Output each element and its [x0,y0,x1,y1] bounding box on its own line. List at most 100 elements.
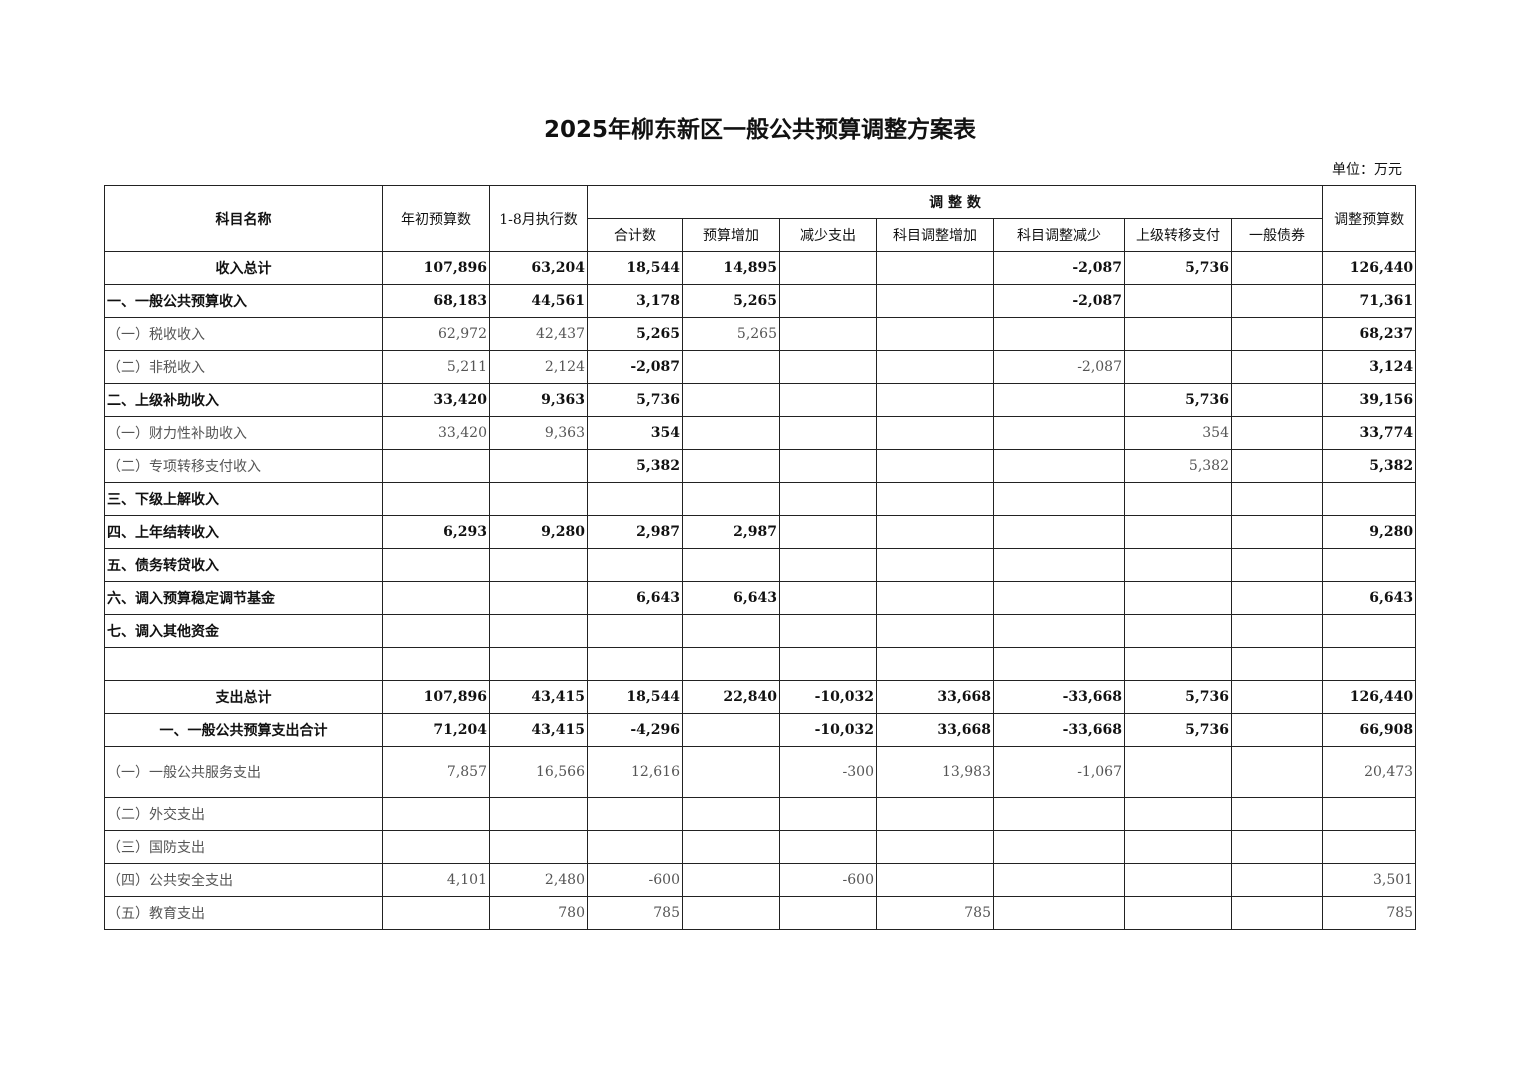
cell-value: 354 [1124,416,1232,450]
row-name: 七、调入其他资金 [104,614,383,648]
cell-value [779,830,877,864]
cell-value: -1,067 [993,746,1125,798]
cell-value [779,317,877,351]
row-name: （一）税收收入 [104,317,383,351]
cell-value: 20,473 [1322,746,1417,798]
header-initial: 年初预算数 [382,185,490,252]
cell-value: 9,280 [489,515,588,549]
cell-value [779,449,877,483]
cell-value: 2,480 [489,863,588,897]
cell-value: 107,896 [382,251,490,285]
cell-value [1230,416,1324,450]
row-name: （四）公共安全支出 [104,863,383,897]
table-row: 六、调入预算稳定调节基金 6,643 6,643 6,643 [104,581,1417,615]
cell-value [1124,863,1232,897]
cell-value: 5,265 [682,284,780,318]
cell-value [1230,863,1324,897]
cell-value [1230,449,1324,483]
cell-value [876,383,994,417]
cell-value [489,482,588,516]
cell-value: 5,736 [587,383,683,417]
cell-value: 44,561 [489,284,588,318]
cell-value [382,896,490,930]
cell-value [682,863,780,897]
cell-value: 18,544 [587,680,683,714]
cell-value: 5,265 [587,317,683,351]
cell-value [489,548,588,582]
cell-value [382,449,490,483]
row-name: （三）国防支出 [104,830,383,864]
header-adjust-group: 调 整 数 [586,185,1324,219]
cell-value [1230,515,1324,549]
cell-value: 6,643 [682,581,780,615]
cell-value [993,581,1125,615]
cell-value [1124,548,1232,582]
cell-value [489,614,588,648]
cell-value: 5,211 [382,350,490,384]
cell-value: 39,156 [1322,383,1417,417]
cell-value: 5,736 [1124,251,1232,285]
cell-value: 2,987 [587,515,683,549]
cell-value: 33,420 [382,383,490,417]
cell-value: 63,204 [489,251,588,285]
cell-value: -300 [779,746,877,798]
cell-value [489,581,588,615]
cell-value: -2,087 [993,350,1125,384]
cell-value: 42,437 [489,317,588,351]
cell-value [489,647,588,681]
cell-value: 62,972 [382,317,490,351]
cell-value: 107,896 [382,680,490,714]
cell-value: 9,280 [1322,515,1417,549]
cell-value [1124,581,1232,615]
row-name: 支出总计 [104,680,383,714]
header-adjust-col: 预算增加 [682,218,780,252]
cell-value [1230,830,1324,864]
header-executed: 1-8月执行数 [489,185,588,252]
cell-value [876,416,994,450]
row-name [104,647,383,681]
cell-value [1124,350,1232,384]
cell-value: 18,544 [587,251,683,285]
header-adjust-col: 科目调整减少 [993,218,1125,252]
cell-value [1230,482,1324,516]
cell-value: 2,124 [489,350,588,384]
cell-value [1322,548,1417,582]
cell-value [1322,647,1417,681]
cell-value [1230,713,1324,747]
cell-value [876,482,994,516]
budget-table: 科目名称 年初预算数 1-8月执行数 调 整 数 调整预算数 合计数 预算增加 减少… [104,185,1417,930]
table-row: （一）一般公共服务支出 7,857 16,566 12,616 -300 13,983 -1… [104,746,1417,798]
cell-value [993,614,1125,648]
cell-value: -4,296 [587,713,683,747]
cell-value [682,482,780,516]
cell-value [779,614,877,648]
cell-value: 2,987 [682,515,780,549]
cell-value [779,251,877,285]
row-name: （二）专项转移支付收入 [104,449,383,483]
cell-value: 5,736 [1124,680,1232,714]
cell-value [779,350,877,384]
cell-value [1230,350,1324,384]
cell-value [876,515,994,549]
cell-value [1124,317,1232,351]
table-row: （一）财力性补助收入 33,420 9,363 354 354 33,774 [104,416,1417,450]
cell-value [876,548,994,582]
cell-value [876,614,994,648]
row-name: （二）外交支出 [104,797,383,831]
cell-value: 9,363 [489,416,588,450]
cell-value [876,830,994,864]
cell-value: 6,643 [1322,581,1417,615]
cell-value [1230,581,1324,615]
cell-value: 5,736 [1124,383,1232,417]
table-row: （三）国防支出 [104,830,1417,864]
row-name: 五、债务转贷收入 [104,548,383,582]
cell-value: 5,382 [1322,449,1417,483]
cell-value: -600 [587,863,683,897]
cell-value: 33,668 [876,713,994,747]
cell-value [993,548,1125,582]
cell-value [1230,383,1324,417]
cell-value [993,416,1125,450]
cell-value [1124,830,1232,864]
cell-value [682,896,780,930]
cell-value: 4,101 [382,863,490,897]
